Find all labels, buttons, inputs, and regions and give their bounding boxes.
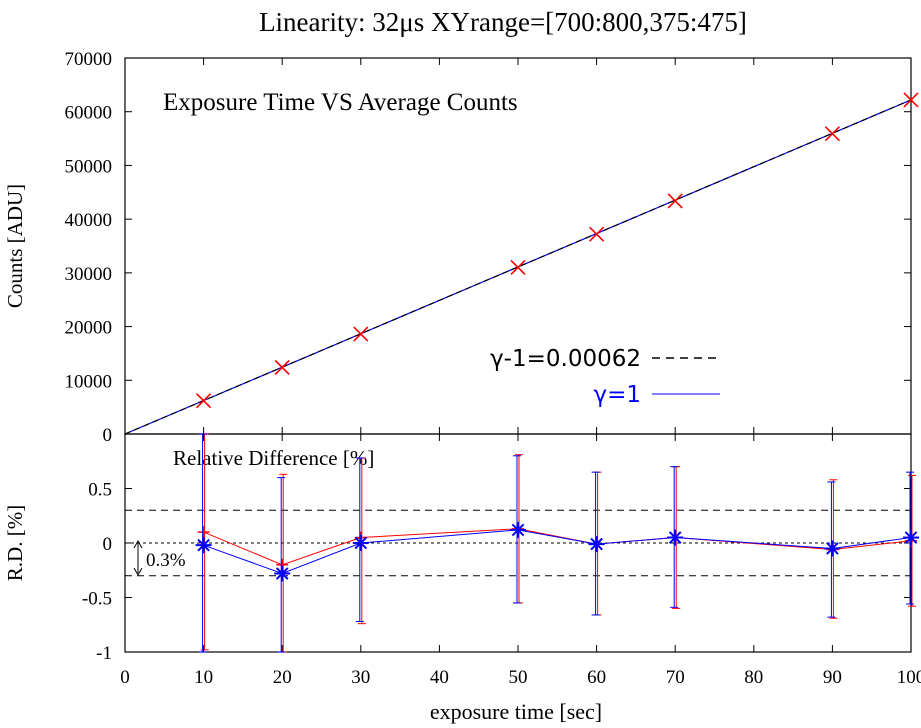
lower-annotation: Relative Difference [%] bbox=[173, 446, 374, 470]
lower-y-tick-label: -0.5 bbox=[82, 589, 112, 610]
bracket-label: 0.3% bbox=[146, 550, 186, 571]
x-tick-label: 40 bbox=[430, 667, 449, 688]
rd-point-star-marker bbox=[195, 537, 212, 554]
data-point-x-marker bbox=[353, 326, 369, 342]
marker-stroke bbox=[275, 567, 289, 580]
marker-stroke bbox=[274, 359, 290, 375]
lower-y-tick-label: 0.5 bbox=[88, 480, 112, 501]
x-tick-label: 50 bbox=[509, 667, 528, 688]
x-tick-label: 60 bbox=[587, 667, 606, 688]
lower-reference-lines bbox=[125, 509, 911, 577]
bracket-arrow-up bbox=[133, 539, 143, 549]
upper-y-tick-label: 50000 bbox=[65, 156, 113, 177]
lower-series bbox=[195, 433, 919, 653]
chart-title: Linearity: 32μs XYrange=[700:800,375:475… bbox=[259, 7, 747, 37]
data-point-x-marker bbox=[510, 259, 526, 276]
lower-y-axis-label: R.D. [%] bbox=[3, 505, 27, 581]
marker-stroke bbox=[511, 523, 525, 537]
x-tick-label: 20 bbox=[273, 667, 292, 688]
x-tick-label: 90 bbox=[823, 667, 842, 688]
upper-y-tick-label: 70000 bbox=[65, 49, 113, 70]
rd-series-line bbox=[203, 528, 912, 566]
upper-y-ticks: 0 10000 20000 30000 40000 50000 60000 70000 bbox=[65, 49, 911, 446]
lower-panel: Relative Difference [%] R.D. [%] -1 -0.5 0… bbox=[3, 433, 919, 664]
upper-y-tick-label: 30000 bbox=[65, 264, 113, 285]
bracket-arrow-down bbox=[133, 567, 143, 577]
marker-stroke bbox=[668, 531, 682, 544]
upper-y-tick-label: 40000 bbox=[65, 210, 113, 231]
marker-stroke bbox=[824, 126, 840, 142]
marker-stroke bbox=[903, 92, 919, 108]
rd-point-star-marker bbox=[274, 565, 291, 582]
x-axis-label: exposure time [sec] bbox=[430, 699, 602, 724]
marker-stroke bbox=[667, 193, 683, 209]
marker-stroke bbox=[197, 538, 210, 552]
marker-stroke bbox=[196, 393, 212, 409]
marker-stroke bbox=[589, 226, 605, 242]
marker-stroke bbox=[904, 531, 918, 544]
threshold-bracket: 0.3% bbox=[133, 539, 186, 577]
rd-point-star-marker bbox=[824, 540, 841, 557]
x-tick-label: 0 bbox=[120, 667, 130, 688]
legend-label-unity: γ=1 bbox=[593, 382, 641, 408]
data-point-x-marker bbox=[903, 92, 919, 108]
marker-stroke bbox=[590, 537, 603, 551]
legend-label-fit: γ-1=0.00062 bbox=[490, 346, 641, 372]
x-tick-label: 80 bbox=[744, 667, 763, 688]
lower-y-ticks: -1 -0.5 0 0.5 bbox=[82, 480, 911, 664]
marker-stroke bbox=[353, 326, 369, 342]
upper-y-tick-label: 60000 bbox=[65, 103, 113, 124]
rd-point-star-marker bbox=[352, 535, 369, 551]
gamma-fit-line bbox=[124, 99, 912, 435]
upper-panel: Exposure Time VS Average Counts Counts [… bbox=[3, 49, 919, 446]
data-point-x-marker bbox=[274, 359, 290, 375]
upper-y-axis-label: Counts [ADU] bbox=[3, 184, 27, 308]
rd-series-line bbox=[203, 529, 912, 575]
upper-y-tick-label: 0 bbox=[103, 425, 113, 446]
data-point-x-marker bbox=[196, 393, 212, 409]
rd-point-star-marker bbox=[510, 521, 526, 538]
rd-point-star-marker bbox=[667, 529, 684, 546]
data-point-x-marker bbox=[824, 126, 840, 142]
x-tick-label: 70 bbox=[666, 667, 685, 688]
x-tick-label: 30 bbox=[351, 667, 370, 688]
lower-y-tick-label: -1 bbox=[96, 643, 112, 664]
marker-stroke bbox=[354, 536, 368, 550]
marker-stroke bbox=[826, 542, 839, 555]
x-tick-label: 100 bbox=[897, 667, 921, 688]
data-point-x-marker bbox=[589, 226, 605, 242]
upper-y-tick-label: 10000 bbox=[65, 371, 113, 392]
rd-point-plus-marker bbox=[197, 526, 210, 539]
x-tick-label: 10 bbox=[194, 667, 213, 688]
upper-y-tick-label: 20000 bbox=[65, 318, 113, 339]
rd-point-star-marker bbox=[588, 536, 605, 553]
upper-annotation: Exposure Time VS Average Counts bbox=[163, 89, 518, 116]
upper-series bbox=[124, 92, 919, 435]
x-axis-ticks: 0 10 20 30 40 50 60 70 80 90 100 bbox=[120, 58, 921, 688]
data-point-x-marker bbox=[667, 193, 683, 209]
marker-stroke bbox=[510, 259, 526, 276]
rd-point-star-marker bbox=[903, 529, 919, 546]
legend: γ-1=0.00062 γ=1 bbox=[490, 346, 720, 408]
lower-y-tick-label: 0 bbox=[103, 534, 113, 555]
